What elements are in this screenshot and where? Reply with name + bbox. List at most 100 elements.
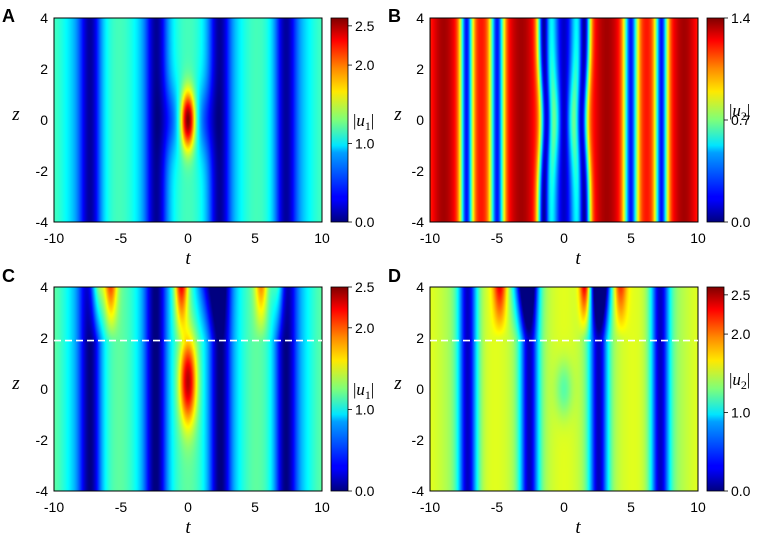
colorbar-tick-label: 2.0 xyxy=(731,326,751,342)
panel-a: A -10 -5 0 5 10 -4 -2 0 2 4 t z 0.0 1.0 2.… xyxy=(2,6,375,269)
plot-frame xyxy=(53,17,323,223)
colorbar-tick-label: 0.0 xyxy=(355,483,375,499)
colorbar-tick-label: 1.0 xyxy=(355,401,375,417)
colorbar-tick-label: 2.5 xyxy=(355,279,375,295)
colorbar-label-subscript: 2 xyxy=(741,378,747,392)
y-tick: 2 xyxy=(40,61,48,77)
y-tick: 4 xyxy=(416,10,424,26)
panel-label: D xyxy=(388,266,401,286)
colorbar-tick-label: 0.7 xyxy=(731,112,751,128)
colorbar-label-close: | xyxy=(747,101,750,120)
x-tick: 5 xyxy=(627,230,635,246)
x-tick: -10 xyxy=(420,499,440,515)
colorbar-label: |u1| xyxy=(353,380,374,402)
panel-b: B -10 -5 0 5 10 -4 -2 0 2 4 t z 0.0 0.7 1.… xyxy=(388,6,751,269)
y-axis-label: z xyxy=(11,104,20,125)
colorbar-label-open: | xyxy=(729,101,732,120)
x-tick: 0 xyxy=(560,499,568,515)
y-tick: 4 xyxy=(416,279,424,295)
panel-d: D -10 -5 0 5 10 -4 -2 0 2 4 t z 0.0 1.0 2.… xyxy=(388,266,751,537)
x-tick: -10 xyxy=(44,230,64,246)
x-tick: -10 xyxy=(420,230,440,246)
colorbar xyxy=(706,286,725,492)
colorbar-tick-label: 2.5 xyxy=(355,18,375,34)
x-tick: 0 xyxy=(184,499,192,515)
y-tick: 0 xyxy=(416,381,424,397)
colorbar xyxy=(330,17,349,223)
x-tick: 10 xyxy=(314,230,330,246)
y-tick: -2 xyxy=(36,432,49,448)
colorbar-label-open: | xyxy=(729,370,732,389)
colorbar-tick-label: 0.0 xyxy=(731,214,751,230)
y-axis-label: z xyxy=(11,373,20,394)
panel-c: C -10 -5 0 5 10 -4 -2 0 2 4 t z 0.0 1.0 2.… xyxy=(2,266,375,537)
panel-label: C xyxy=(2,266,15,286)
heatmap-image xyxy=(54,18,322,222)
colorbar-tick-label: 0.0 xyxy=(355,214,375,230)
heatmap-image xyxy=(430,287,698,491)
colorbar-label: |u1| xyxy=(353,111,374,133)
x-tick: 10 xyxy=(690,230,706,246)
x-tick: -5 xyxy=(115,499,128,515)
y-axis-label: z xyxy=(393,373,402,394)
y-tick: 0 xyxy=(40,112,48,128)
panel-label: A xyxy=(2,6,15,26)
colorbar-ticks: 0.0 1.0 2.0 2.5 xyxy=(348,18,375,230)
colorbar-label-close: | xyxy=(747,370,750,389)
x-tick: 5 xyxy=(251,499,259,515)
y-tick: -4 xyxy=(36,214,49,230)
y-tick: -4 xyxy=(412,483,425,499)
y-tick: 0 xyxy=(40,381,48,397)
y-tick: 0 xyxy=(416,112,424,128)
x-tick: 5 xyxy=(251,230,259,246)
plot-frame xyxy=(429,286,699,492)
colorbar-ticks: 0.0 1.0 2.0 2.5 xyxy=(348,279,375,499)
colorbar-tick-label: 0.0 xyxy=(731,483,751,499)
colorbar-label-subscript: 1 xyxy=(365,388,371,402)
y-tick: -2 xyxy=(36,163,49,179)
colorbar-label-variable: u xyxy=(732,370,741,389)
x-axis-label: t xyxy=(575,248,581,269)
heatmap-image xyxy=(54,287,322,491)
x-tick: -5 xyxy=(491,230,504,246)
x-tick: -5 xyxy=(115,230,128,246)
colorbar-label-close: | xyxy=(371,111,374,130)
colorbar-ticks: 0.0 1.0 2.0 2.5 xyxy=(724,287,751,499)
colorbar-label-open: | xyxy=(353,111,356,130)
x-tick: -5 xyxy=(491,499,504,515)
y-tick: -4 xyxy=(412,214,425,230)
colorbar-label-variable: u xyxy=(732,101,741,120)
x-axis-label: t xyxy=(575,517,581,537)
y-tick: -4 xyxy=(36,483,49,499)
colorbar-label-subscript: 1 xyxy=(365,119,371,133)
y-tick: 4 xyxy=(40,279,48,295)
colorbar xyxy=(706,17,725,223)
colorbar-label: |u2| xyxy=(729,370,750,392)
colorbar-tick-label: 2.0 xyxy=(355,320,375,336)
colorbar-ticks: 0.0 0.7 1.4 xyxy=(724,10,751,230)
y-tick: -2 xyxy=(412,163,425,179)
plot-frame xyxy=(53,286,323,492)
colorbar xyxy=(330,286,349,492)
x-tick: 5 xyxy=(627,499,635,515)
panel-label: B xyxy=(388,6,401,26)
y-tick: 2 xyxy=(416,330,424,346)
heatmap-image xyxy=(430,18,698,222)
colorbar-tick-label: 1.4 xyxy=(731,10,751,26)
colorbar-label: |u2| xyxy=(729,101,750,123)
x-tick: 10 xyxy=(314,499,330,515)
colorbar-label-variable: u xyxy=(356,380,365,399)
colorbar-label-open: | xyxy=(353,380,356,399)
y-tick: 2 xyxy=(416,61,424,77)
colorbar-label-subscript: 2 xyxy=(741,109,747,123)
colorbar-label-close: | xyxy=(371,380,374,399)
y-tick: -2 xyxy=(412,432,425,448)
x-axis-label: t xyxy=(185,517,191,537)
x-tick: 0 xyxy=(560,230,568,246)
plot-frame xyxy=(429,17,699,223)
colorbar-tick-label: 1.0 xyxy=(355,136,375,152)
colorbar-tick-label: 1.0 xyxy=(731,405,751,421)
x-axis-label: t xyxy=(185,248,191,269)
y-tick: 4 xyxy=(40,10,48,26)
x-tick: 10 xyxy=(690,499,706,515)
